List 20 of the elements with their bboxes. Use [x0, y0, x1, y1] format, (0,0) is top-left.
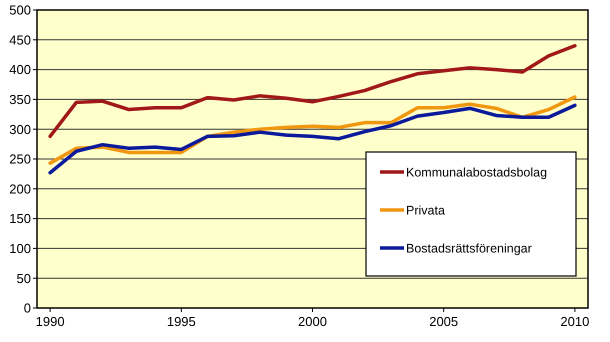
x-tick-label: 2000: [298, 314, 327, 329]
line-series: [48, 44, 577, 138]
y-tick-label: 50: [16, 270, 31, 286]
y-tick-label: 150: [9, 211, 31, 226]
y-tick-label: 100: [9, 240, 31, 256]
legend-label: Bostadsrättsföreningar: [406, 241, 532, 256]
x-tick-label: 2005: [429, 314, 458, 329]
y-tick-label: 0: [24, 300, 31, 316]
y-tick-label: 500: [9, 2, 31, 18]
y-tick-label: 350: [9, 92, 31, 107]
y-tick-label: 250: [9, 152, 31, 167]
x-tick-label: 1995: [166, 314, 196, 329]
legend-label: Privata: [406, 203, 445, 218]
y-tick-label: 300: [9, 122, 31, 137]
x-tick-label: 1990: [36, 314, 65, 329]
legend-label: Kommunalabostadsbolag: [406, 165, 548, 180]
y-tick-label: 400: [9, 62, 31, 78]
y-tick-label: 450: [9, 32, 31, 48]
y-tick-label: 200: [9, 181, 31, 196]
x-tick-label: 2010: [560, 314, 590, 329]
